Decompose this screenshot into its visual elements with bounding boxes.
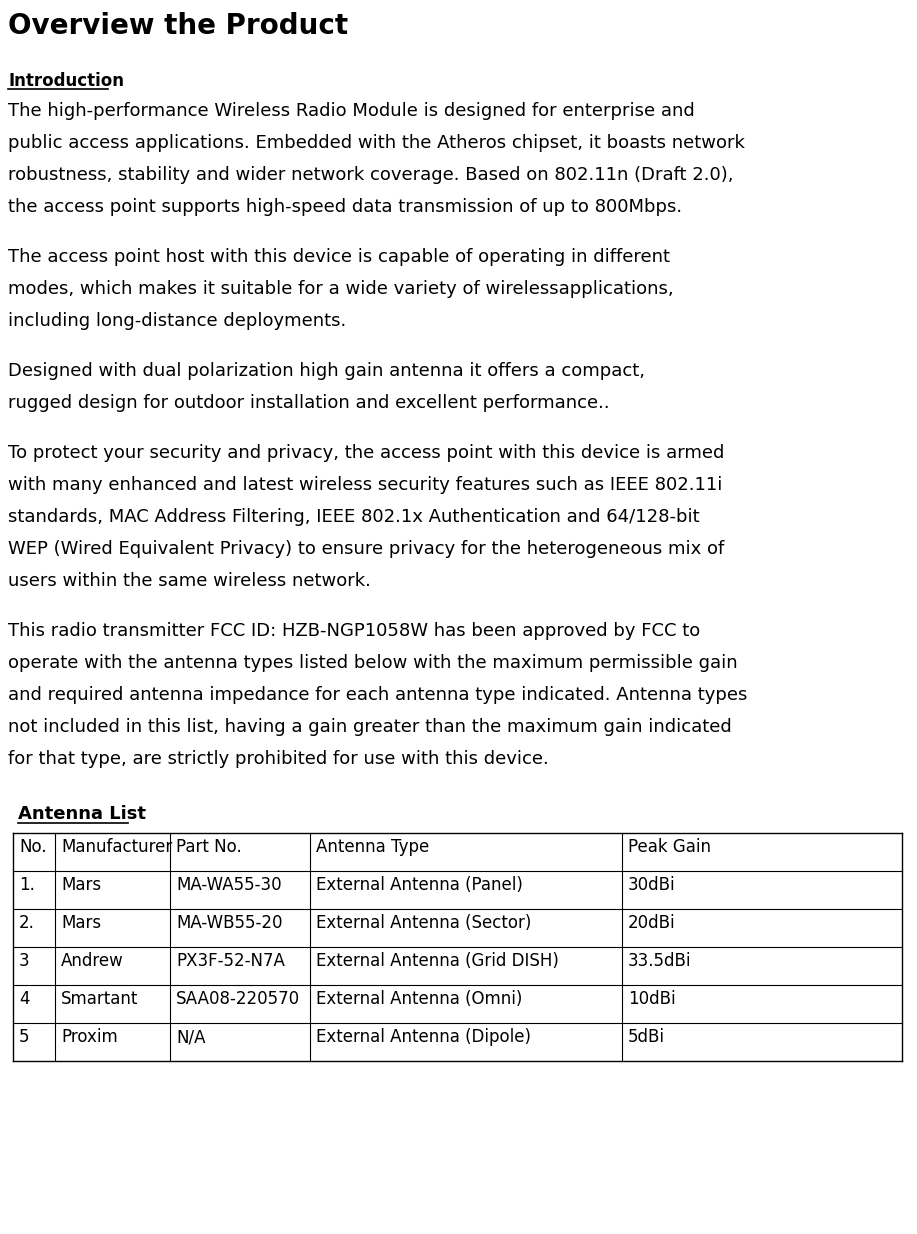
Text: No.: No.: [19, 838, 47, 856]
Text: not included in this list, having a gain greater than the maximum gain indicated: not included in this list, having a gain…: [8, 718, 732, 735]
Text: External Antenna (Sector): External Antenna (Sector): [316, 914, 531, 932]
Text: with many enhanced and latest wireless security features such as IEEE 802.11i: with many enhanced and latest wireless s…: [8, 476, 723, 494]
Text: Peak Gain: Peak Gain: [628, 838, 711, 856]
Text: The access point host with this device is capable of operating in different: The access point host with this device i…: [8, 248, 670, 267]
Text: This radio transmitter FCC ID: HZB-NGP1058W has been approved by FCC to: This radio transmitter FCC ID: HZB-NGP10…: [8, 622, 701, 640]
Text: public access applications. Embedded with the Atheros chipset, it boasts network: public access applications. Embedded wit…: [8, 135, 745, 152]
Text: WEP (Wired Equivalent Privacy) to ensure privacy for the heterogeneous mix of: WEP (Wired Equivalent Privacy) to ensure…: [8, 540, 724, 558]
Text: Part No.: Part No.: [176, 838, 242, 856]
Text: the access point supports high-speed data transmission of up to 800Mbps.: the access point supports high-speed dat…: [8, 197, 682, 216]
Text: robustness, stability and wider network coverage. Based on 802.11n (Draft 2.0),: robustness, stability and wider network …: [8, 167, 734, 184]
Text: Introduction: Introduction: [8, 72, 124, 90]
Text: 3: 3: [19, 951, 29, 970]
Text: The high-performance Wireless Radio Module is designed for enterprise and: The high-performance Wireless Radio Modu…: [8, 102, 695, 120]
Text: 20dBi: 20dBi: [628, 914, 676, 932]
Text: users within the same wireless network.: users within the same wireless network.: [8, 573, 370, 590]
Text: and required antenna impedance for each antenna type indicated. Antenna types: and required antenna impedance for each …: [8, 686, 747, 705]
Text: for that type, are strictly prohibited for use with this device.: for that type, are strictly prohibited f…: [8, 750, 548, 768]
Text: rugged design for outdoor installation and excellent performance..: rugged design for outdoor installation a…: [8, 394, 610, 412]
Text: 5: 5: [19, 1028, 29, 1046]
Text: Antenna Type: Antenna Type: [316, 838, 429, 856]
Text: 30dBi: 30dBi: [628, 876, 676, 893]
Text: External Antenna (Panel): External Antenna (Panel): [316, 876, 523, 893]
Text: Overview the Product: Overview the Product: [8, 12, 348, 39]
Text: External Antenna (Omni): External Antenna (Omni): [316, 990, 523, 1008]
Text: 4: 4: [19, 990, 29, 1008]
Text: 10dBi: 10dBi: [628, 990, 676, 1008]
Text: including long-distance deployments.: including long-distance deployments.: [8, 312, 347, 329]
Text: PX3F-52-N7A: PX3F-52-N7A: [176, 951, 285, 970]
Text: Antenna List: Antenna List: [18, 805, 146, 823]
Text: SAA08-220570: SAA08-220570: [176, 990, 300, 1008]
Text: External Antenna (Dipole): External Antenna (Dipole): [316, 1028, 531, 1046]
Text: N/A: N/A: [176, 1028, 205, 1046]
Text: External Antenna (Grid DISH): External Antenna (Grid DISH): [316, 951, 558, 970]
Text: Andrew: Andrew: [61, 951, 124, 970]
Text: Designed with dual polarization high gain antenna it offers a compact,: Designed with dual polarization high gai…: [8, 362, 645, 380]
Text: 2.: 2.: [19, 914, 35, 932]
Text: Proxim: Proxim: [61, 1028, 117, 1046]
Text: operate with the antenna types listed below with the maximum permissible gain: operate with the antenna types listed be…: [8, 654, 737, 673]
Text: Smartant: Smartant: [61, 990, 138, 1008]
Text: 33.5dBi: 33.5dBi: [628, 951, 691, 970]
Text: Mars: Mars: [61, 914, 101, 932]
Text: MA-WA55-30: MA-WA55-30: [176, 876, 282, 893]
Text: Mars: Mars: [61, 876, 101, 893]
Text: MA-WB55-20: MA-WB55-20: [176, 914, 282, 932]
Text: To protect your security and privacy, the access point with this device is armed: To protect your security and privacy, th…: [8, 444, 724, 462]
Text: 1.: 1.: [19, 876, 35, 893]
Text: Manufacturer: Manufacturer: [61, 838, 172, 856]
Text: standards, MAC Address Filtering, IEEE 802.1x Authentication and 64/128-bit: standards, MAC Address Filtering, IEEE 8…: [8, 508, 700, 526]
Text: modes, which makes it suitable for a wide variety of wirelessapplications,: modes, which makes it suitable for a wid…: [8, 280, 674, 297]
Text: 5dBi: 5dBi: [628, 1028, 665, 1046]
